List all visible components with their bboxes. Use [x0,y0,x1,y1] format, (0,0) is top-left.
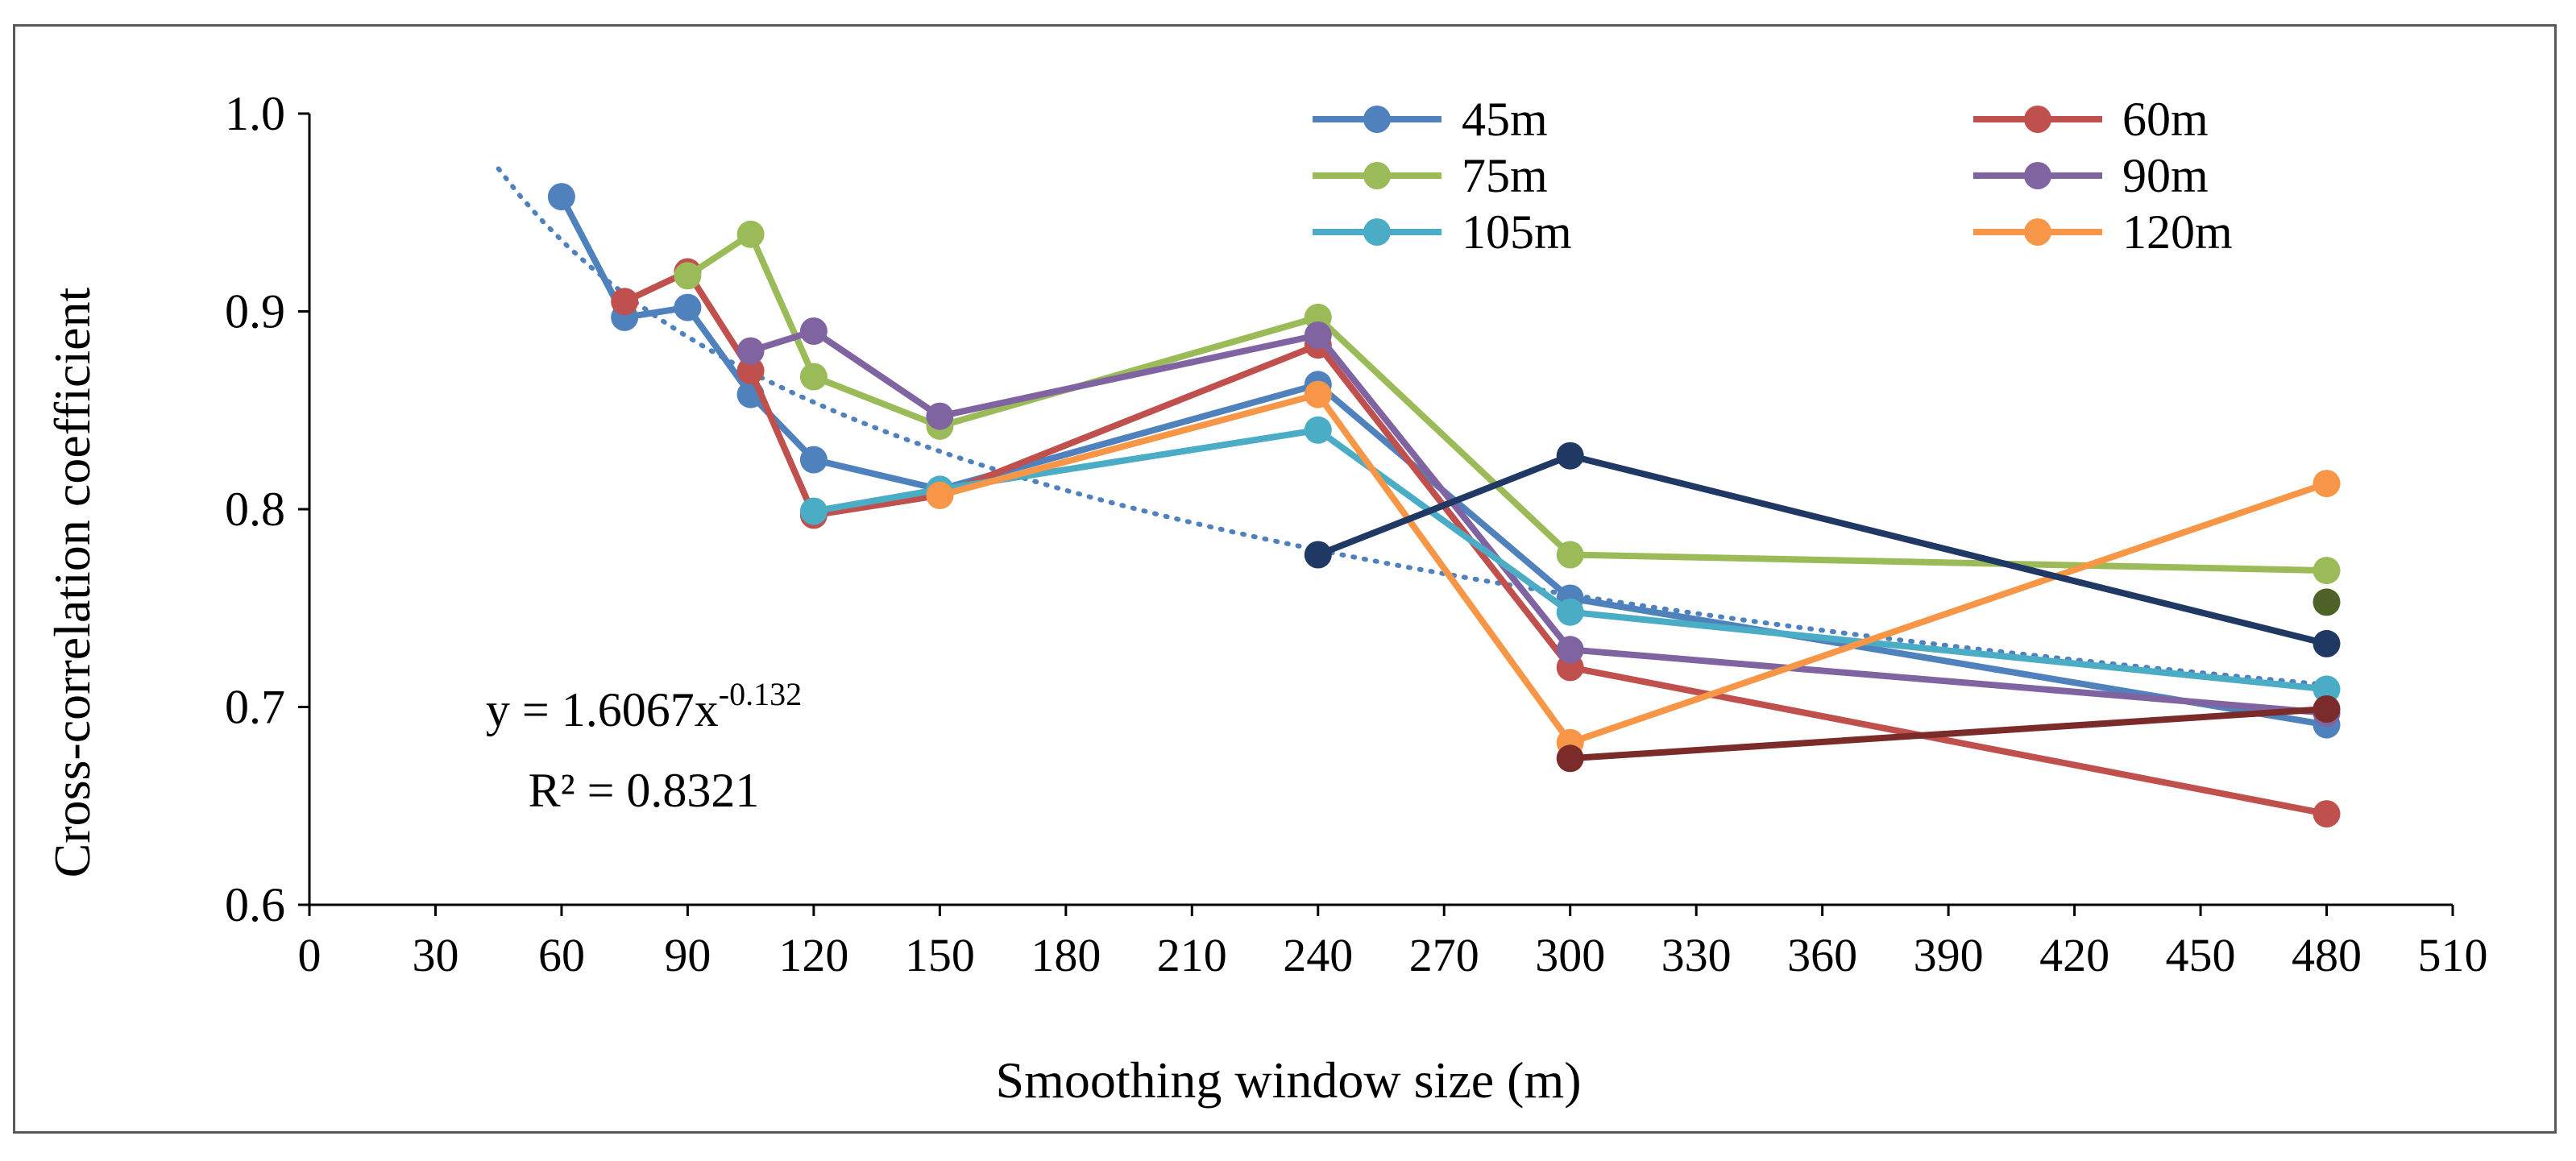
x-tick-label: 150 [905,929,975,981]
legend-item: 60m [1973,93,2209,146]
data-point [2313,470,2341,498]
data-point [799,446,828,474]
series-extra-7 [1556,695,2341,773]
data-point [1304,541,1332,569]
legend-swatch-marker [1363,162,1391,189]
legend-swatch-marker [1363,106,1391,133]
trendline-equation-base: y = 1.6067x [486,683,719,736]
data-point [674,293,702,321]
legend-swatch-marker [2024,162,2051,189]
data-point [1304,416,1332,444]
series-line [686,230,2327,574]
series-line [1317,452,2328,647]
data-point [799,317,828,345]
data-point [1556,442,1584,470]
data-point [799,363,828,391]
data-point [1556,541,1584,569]
series-line [939,391,2328,746]
axes: 0.6 0.7 0.8 0.9 1.0 0 30 60 90 120 150 180 210 240 270… [225,87,2488,981]
x-tick-label: 120 [778,929,848,981]
y-tick-label: 0.7 [225,681,285,734]
data-point [1556,636,1584,664]
legend-label: 90m [2122,149,2209,202]
series-line [1570,706,2327,762]
legend-item: 75m [1313,149,1548,202]
x-tick-label: 60 [538,929,585,981]
power-trendline [496,166,2329,687]
legend-label: 105m [1462,205,1572,259]
trendline-equation-exponent: -0.132 [719,676,802,712]
y-tick-label: 0.6 [225,878,285,931]
trendline-layer [496,166,2329,687]
data-point [547,183,575,211]
x-tick-label: 450 [2166,929,2236,981]
x-tick-label: 330 [1661,929,1732,981]
data-point [611,288,639,316]
series-extra-8 [2313,588,2341,616]
legend-swatch-marker [2024,106,2051,133]
series-extra-6 [1304,442,2341,657]
x-tick-label: 360 [1787,929,1857,981]
y-tick-label: 0.8 [225,483,285,536]
x-tick-label: 480 [2292,929,2362,981]
data-point [736,357,765,385]
x-tick-label: 0 [298,929,321,981]
legend-label: 120m [2122,205,2233,259]
chart-svg: 0.6 0.7 0.8 0.9 1.0 0 30 60 90 120 150 180 210 240 270… [44,87,2488,1109]
legend: 45m 60m 75m 90m 105m 120m [1313,93,2233,259]
data-point [2313,695,2341,723]
series-layer [547,183,2341,828]
legend-label: 45m [1462,93,1548,146]
data-point [2313,629,2341,657]
x-tick-label: 210 [1157,929,1227,981]
x-tick-label: 30 [412,929,458,981]
data-point [1304,380,1332,408]
legend-swatch-marker [2024,218,2051,246]
y-axis-title: Cross-correlation coefficient [44,287,101,877]
trendline-r-squared: R² = 0.8321 [529,764,760,817]
trendline-equation: y = 1.6067x-0.132 [486,676,802,736]
x-tick-label: 390 [1914,929,1984,981]
legend-item: 90m [1973,149,2209,202]
data-point [2313,588,2341,616]
y-tick-label: 1.0 [225,87,285,140]
series-line [623,268,2328,818]
x-tick-label: 420 [2039,929,2109,981]
legend-label: 75m [1462,149,1548,202]
legend-item: 45m [1313,93,1548,146]
chart-frame: 0.6 0.7 0.8 0.9 1.0 0 30 60 90 120 150 180 210 240 270… [13,24,2557,1134]
legend-label: 60m [2122,93,2209,146]
data-point [799,497,828,525]
data-point [926,402,954,430]
y-tick-label: 0.9 [225,285,285,338]
x-axis-title: Smoothing window size (m) [995,1051,1581,1109]
data-point [926,481,954,509]
data-point [1304,321,1332,349]
x-tick-label: 300 [1535,929,1605,981]
data-point [1556,598,1584,626]
legend-item: 120m [1973,205,2233,259]
legend-swatch-marker [1363,218,1391,246]
data-point [1556,744,1584,773]
x-tick-label: 270 [1409,929,1479,981]
data-point [2313,675,2341,703]
x-tick-label: 180 [1031,929,1101,981]
series-45m [547,183,2341,739]
data-point [674,262,702,290]
x-tick-label: 90 [664,929,711,981]
data-point [2313,557,2341,585]
data-point [2313,800,2341,828]
legend-item: 105m [1313,205,1572,259]
x-tick-label: 510 [2418,929,2488,981]
x-tick-label: 240 [1283,929,1353,981]
data-point [736,220,765,248]
data-point [736,337,765,365]
